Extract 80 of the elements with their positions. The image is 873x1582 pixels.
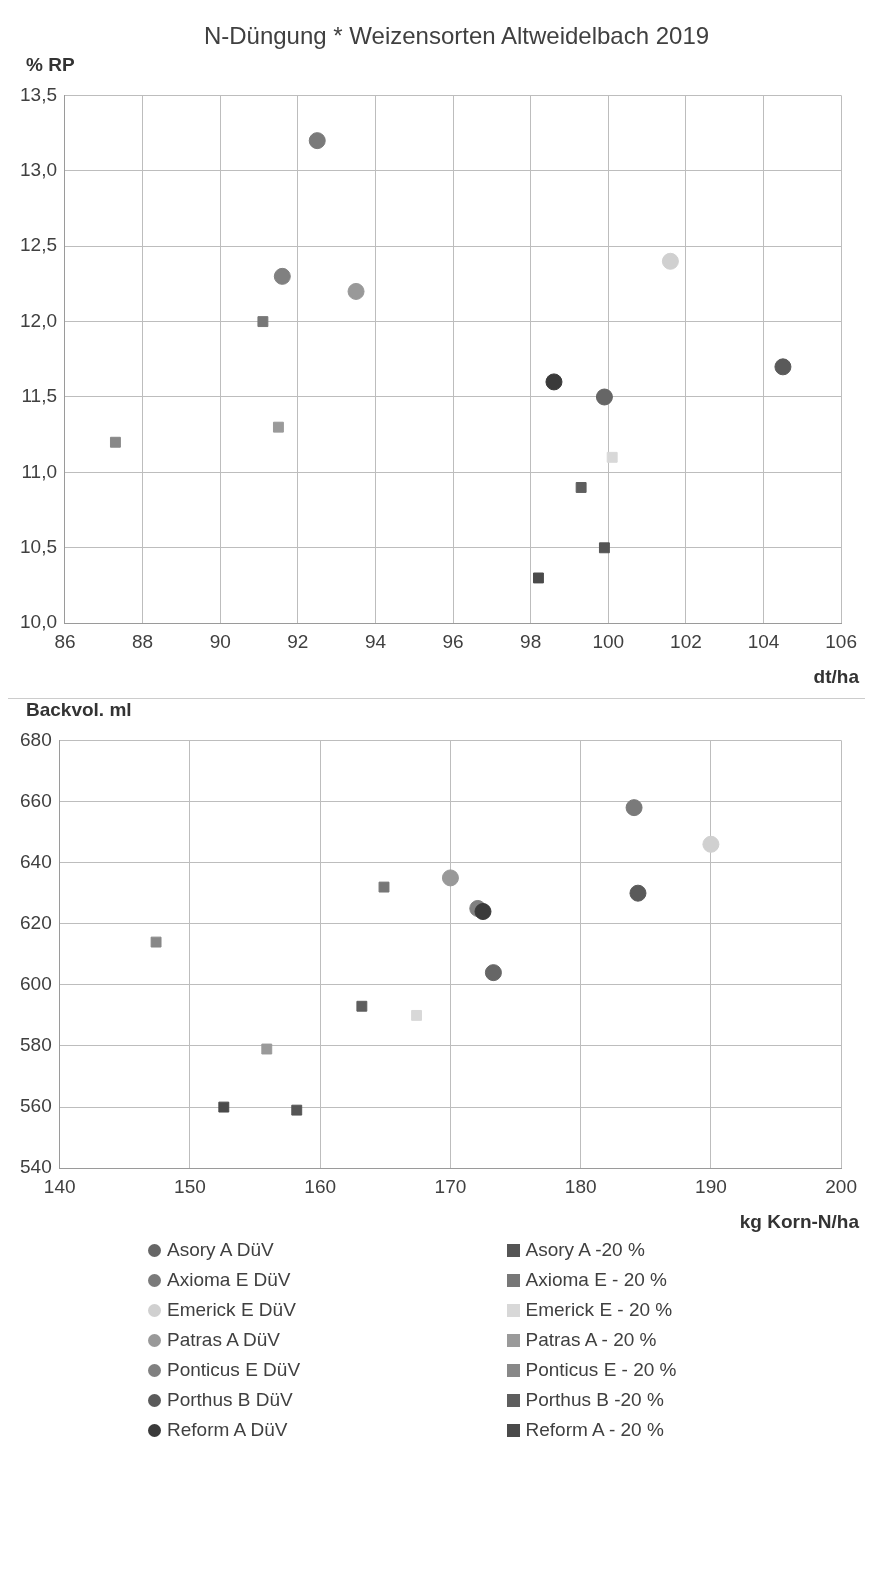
legend-label: Emerick E DüV <box>167 1299 296 1321</box>
y-axis-title: % RP <box>25 54 76 76</box>
x-tick-label: 92 <box>287 630 309 652</box>
point <box>774 358 792 376</box>
point <box>661 252 679 270</box>
y-tick-label: 11,5 <box>21 385 57 407</box>
y-tick-label: 10,0 <box>20 611 57 633</box>
x-tick-label: 140 <box>43 1175 76 1197</box>
point <box>606 451 618 463</box>
point <box>261 1043 273 1055</box>
x-tick-label: 88 <box>132 630 154 652</box>
point <box>356 1000 368 1012</box>
x-tick-label: 98 <box>520 630 542 652</box>
point <box>629 884 647 902</box>
x-tick-label: 160 <box>304 1175 337 1197</box>
legend-label: Axioma E DüV <box>167 1269 291 1291</box>
point <box>441 869 459 887</box>
y-tick-label: 12,0 <box>20 309 57 331</box>
point <box>109 436 121 448</box>
point <box>474 903 492 921</box>
legend-label: Ponticus E DüV <box>167 1359 301 1381</box>
x-tick-label: 90 <box>209 630 231 652</box>
point <box>595 388 613 406</box>
y-tick-label: 13,0 <box>20 159 57 181</box>
point <box>273 267 291 285</box>
y-tick-label: 560 <box>20 1095 52 1117</box>
legend-label: Emerick E - 20 % <box>525 1299 673 1321</box>
legend-label: Asory A -20 % <box>525 1239 645 1261</box>
x-tick-label: 106 <box>825 630 857 652</box>
x-tick-label: 190 <box>695 1175 727 1197</box>
x-tick-label: 150 <box>174 1175 206 1197</box>
point <box>378 881 390 893</box>
y-tick-label: 12,5 <box>20 234 57 256</box>
point <box>575 482 587 493</box>
chart-title: N-Düngung * Weizensorten Altweidelbach 2019 <box>202 21 711 51</box>
point <box>411 1009 423 1021</box>
y-axis-title: Backvol. ml <box>25 699 133 721</box>
x-tick-label: 170 <box>434 1175 467 1197</box>
point <box>702 835 720 853</box>
y-tick-label: 680 <box>20 728 52 750</box>
y-tick-label: 620 <box>20 911 52 933</box>
x-tick-label: 94 <box>364 630 387 652</box>
legend-label: Patras A - 20 % <box>525 1329 657 1351</box>
x-axis-title: kg Korn-N/ha <box>738 1211 860 1233</box>
point <box>257 316 269 328</box>
y-tick-label: 13,5 <box>20 83 57 105</box>
legend-label: Asory A DüV <box>167 1239 274 1261</box>
point <box>308 132 326 150</box>
y-tick-label: 540 <box>20 1156 52 1178</box>
x-tick-label: 180 <box>564 1175 597 1197</box>
point <box>347 282 365 300</box>
y-tick-label: 10,5 <box>20 536 57 558</box>
x-tick-label: 104 <box>747 630 780 652</box>
point <box>532 572 544 584</box>
legend-label: Ponticus E - 20 % <box>525 1359 677 1381</box>
point <box>545 373 563 391</box>
y-tick-label: 660 <box>20 789 52 811</box>
x-tick-label: 200 <box>825 1175 857 1197</box>
y-tick-label: 600 <box>20 973 52 995</box>
point <box>272 421 284 433</box>
y-tick-label: 11,0 <box>21 460 57 482</box>
x-axis-title: dt/ha <box>812 666 860 688</box>
point <box>291 1104 303 1116</box>
point <box>218 1101 230 1113</box>
legend-label: Porthus B DüV <box>167 1389 293 1411</box>
x-tick-label: 100 <box>592 630 625 652</box>
legend-label: Porthus B -20 % <box>525 1389 664 1411</box>
legend-label: Reform A - 20 % <box>525 1419 664 1441</box>
point <box>484 964 502 982</box>
x-tick-label: 102 <box>670 630 702 652</box>
legend-label: Axioma E - 20 % <box>525 1269 667 1291</box>
x-tick-label: 86 <box>54 630 76 652</box>
y-tick-label: 640 <box>20 850 52 872</box>
point <box>150 936 162 948</box>
y-tick-label: 580 <box>20 1034 52 1056</box>
point <box>625 799 643 817</box>
x-tick-label: 96 <box>442 630 464 652</box>
legend-label: Patras A DüV <box>167 1329 281 1351</box>
point <box>598 542 610 554</box>
legend-label: Reform A DüV <box>167 1419 288 1441</box>
